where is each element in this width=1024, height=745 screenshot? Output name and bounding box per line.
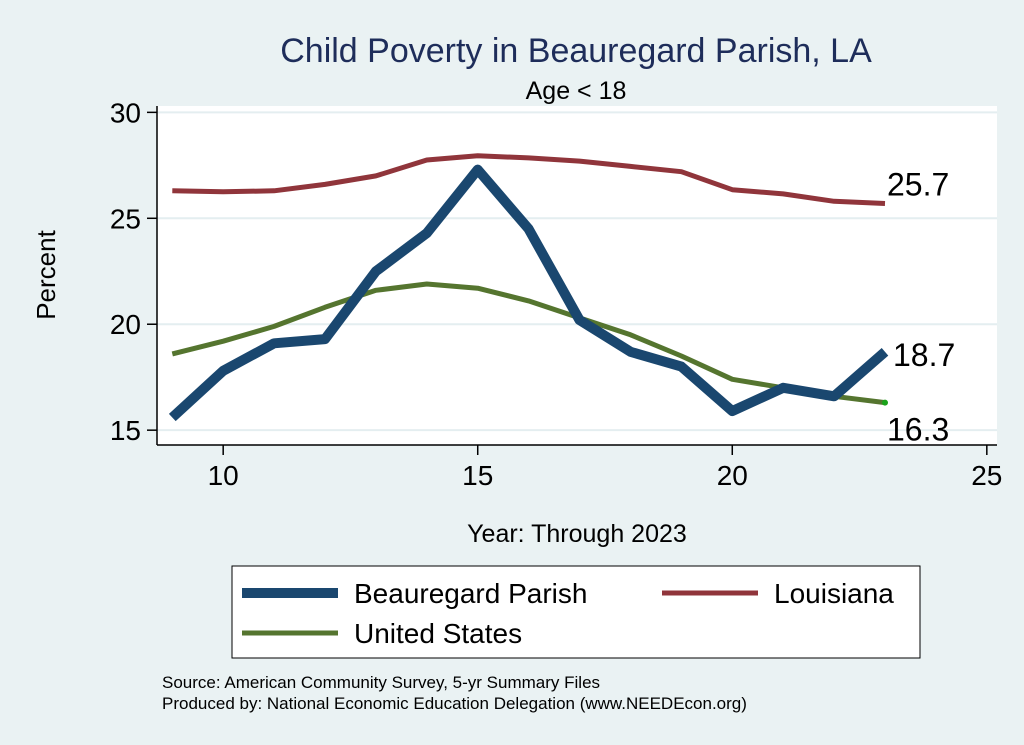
source-note: Source: American Community Survey, 5-yr … [162, 673, 600, 692]
x-tick-label-15: 15 [462, 460, 493, 491]
end-label-louisiana: 25.7 [887, 166, 949, 202]
plot-area [157, 106, 997, 445]
produced-by-note: Produced by: National Economic Education… [162, 694, 747, 713]
end-label-beauregard: 18.7 [893, 337, 955, 373]
series-line-beauregard [168, 164, 889, 422]
legend-label-louisiana: Louisiana [774, 578, 894, 609]
y-tick-label-30: 30 [110, 97, 141, 128]
legend: Beauregard Parish Louisiana United State… [231, 565, 921, 659]
end-label-us: 16.3 [887, 412, 949, 448]
axes: 15 20 25 30 10 15 20 25 [110, 97, 1003, 491]
series-lines [168, 153, 889, 422]
legend-label-beauregard: Beauregard Parish [354, 578, 587, 609]
y-tick-label-15: 15 [110, 415, 141, 446]
chart-subtitle: Age < 18 [526, 77, 627, 105]
legend-label-us: United States [354, 618, 522, 649]
chart-title: Child Poverty in Beauregard Parish, LA [280, 32, 872, 70]
series-line-louisiana [172, 153, 886, 206]
x-axis-label: Year: Through 2023 [467, 520, 687, 548]
legend-box [231, 565, 921, 659]
grid-lines [157, 111, 997, 432]
y-tick-label-20: 20 [110, 309, 141, 340]
y-tick-label-25: 25 [110, 203, 141, 234]
series-line-us [171, 281, 886, 406]
x-tick-label-25: 25 [971, 460, 1002, 491]
series-end-marker-us [882, 399, 888, 406]
x-tick-label-20: 20 [717, 460, 748, 491]
y-axis-label: Percent [31, 229, 61, 319]
end-labels: 18.7 25.7 16.3 [887, 166, 955, 447]
x-tick-label-10: 10 [208, 460, 239, 491]
